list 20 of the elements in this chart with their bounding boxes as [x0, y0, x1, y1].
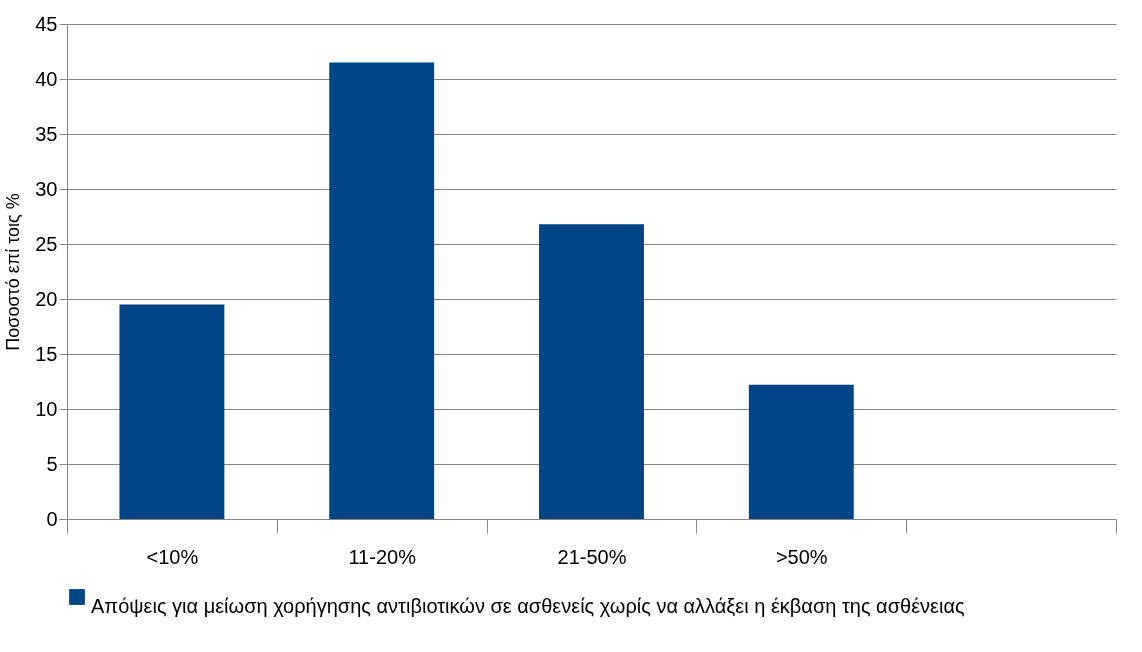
bar [119, 304, 225, 519]
y-tick-label: 5 [46, 452, 58, 475]
y-tick-label: 35 [35, 122, 58, 145]
x-tick-label: 11-20% [348, 545, 417, 568]
y-tick-label: 15 [35, 342, 58, 365]
y-tick-label: 25 [35, 232, 58, 255]
bar [539, 224, 644, 519]
y-tick-label: 45 [35, 12, 58, 35]
y-axis-title: Ποσοστό επί τοις % [3, 193, 24, 351]
y-tick-label: 10 [35, 397, 58, 420]
y-tick-label: 30 [35, 177, 58, 200]
y-tick-label: 0 [46, 507, 58, 530]
x-tick-label: 21-50% [557, 545, 627, 568]
x-tick-label: >50% [775, 545, 828, 568]
bar [748, 384, 854, 519]
legend-label: Απόψεις για μείωση χορήγησης αντιβιοτικών σε ασθενείς χωρίς να αλλάξει η έκβαση της ασθένειας [91, 595, 965, 617]
bar [329, 62, 435, 519]
y-tick-label: 20 [35, 287, 58, 310]
y-tick-label: 40 [35, 67, 58, 90]
x-tick-label: <10% [146, 545, 199, 568]
